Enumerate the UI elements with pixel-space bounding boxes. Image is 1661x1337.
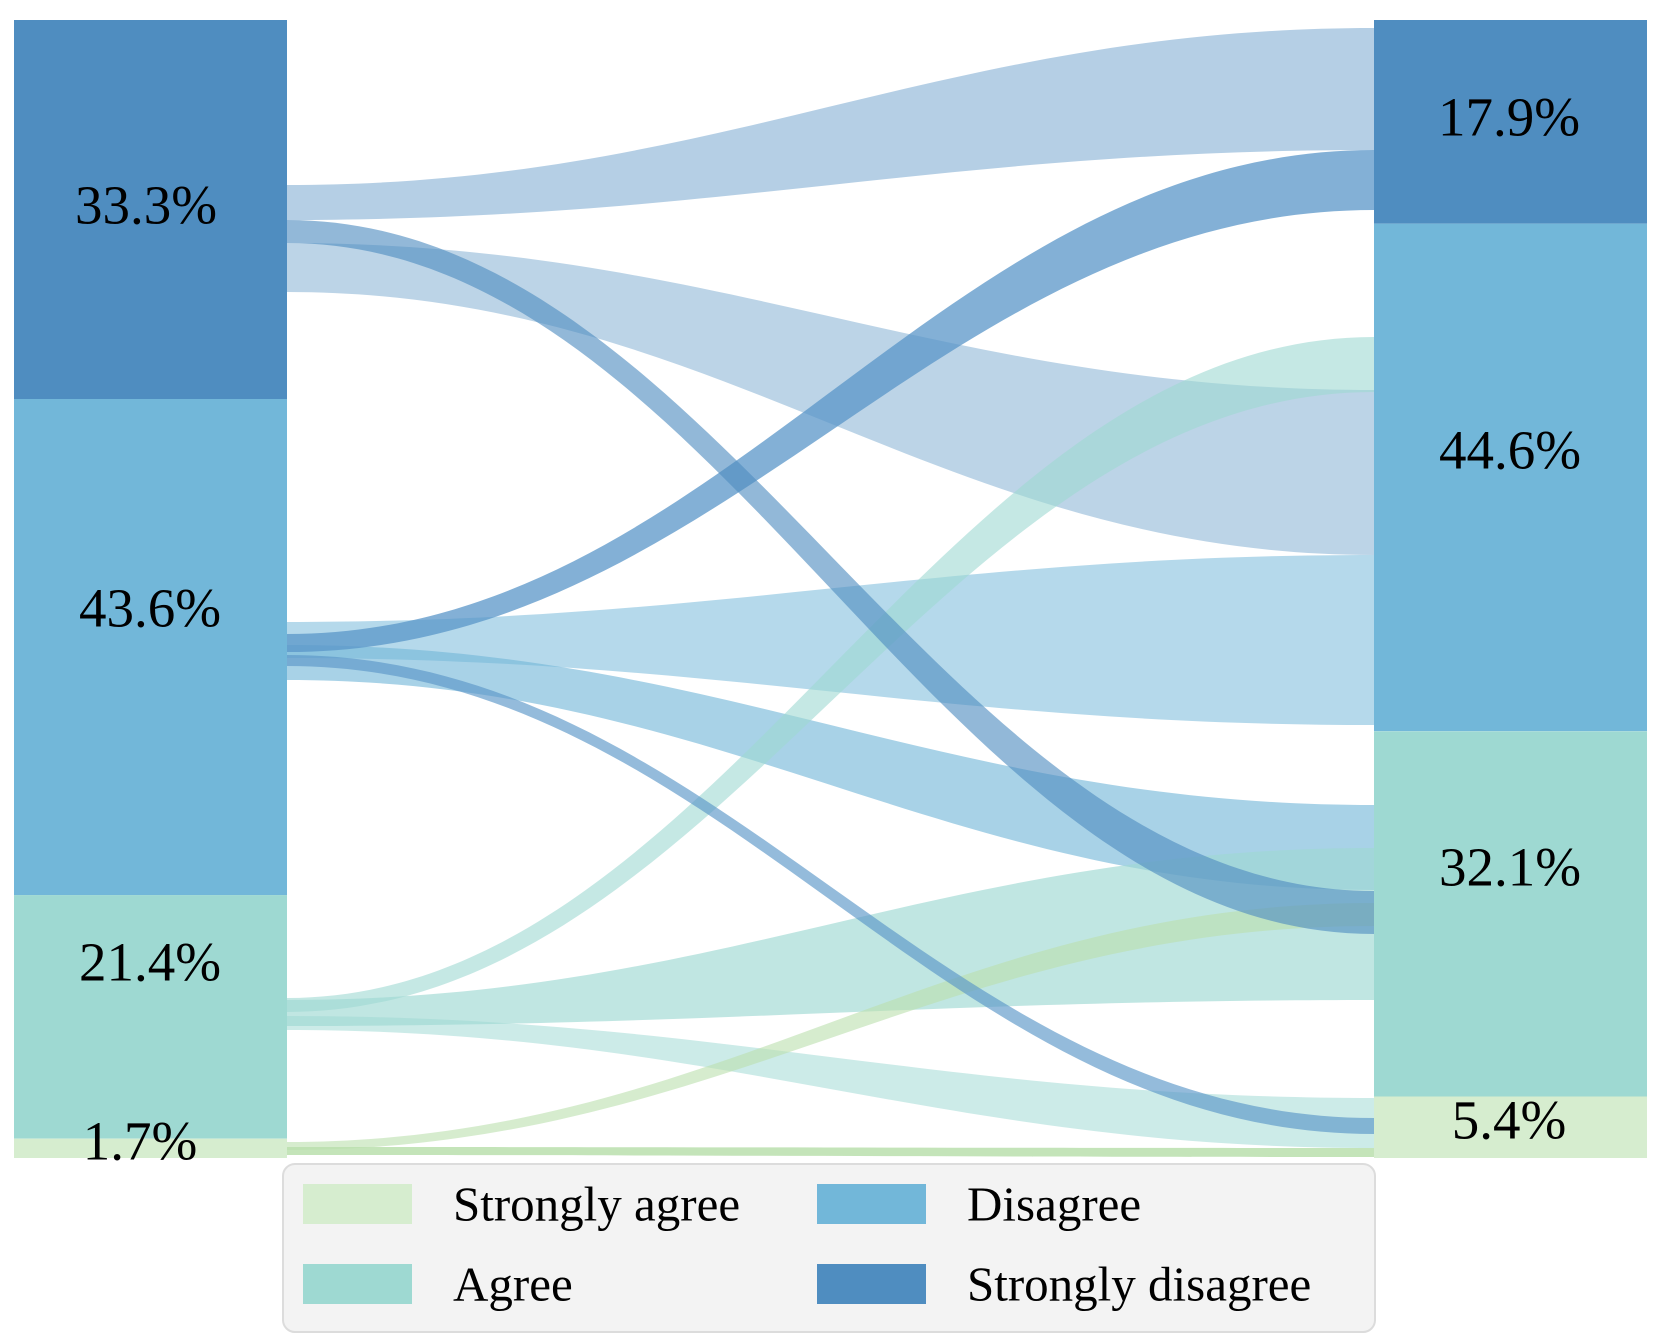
left-bar-segment-disagree xyxy=(14,399,287,896)
right-node-label-strongly_disagree: 17.9% xyxy=(1438,87,1580,148)
legend-swatch-strongly_agree xyxy=(303,1184,412,1224)
legend-swatch-disagree xyxy=(817,1184,926,1224)
legend-swatch-strongly_disagree xyxy=(817,1264,926,1304)
left-bar-segment-strongly_agree xyxy=(14,1138,287,1158)
flow-agree-to-disagree xyxy=(287,337,1374,1012)
flow-agree-to-agree xyxy=(287,848,1374,1026)
legend-label-strongly_agree: Strongly agree xyxy=(453,1177,740,1232)
flow-strongly_agree-to-strongly_agree xyxy=(287,1147,1374,1157)
flow-disagree-to-strongly_disagree xyxy=(287,150,1374,652)
right-node-label-strongly_agree: 5.4% xyxy=(1452,1090,1567,1151)
flow-disagree-to-disagree xyxy=(287,555,1374,725)
right-bar-segment-agree xyxy=(1374,731,1647,1097)
left-bar-segment-strongly_disagree xyxy=(14,20,287,399)
flow-strongly_disagree-to-agree xyxy=(287,220,1374,934)
right-node-label-disagree: 44.6% xyxy=(1439,420,1581,481)
left-node-label-strongly_agree: 1.7% xyxy=(83,1111,198,1172)
right-node-label-agree: 32.1% xyxy=(1439,837,1581,898)
left-bar-segment-agree xyxy=(14,895,287,1139)
legend-label-agree: Agree xyxy=(453,1257,573,1312)
right-bar-segment-disagree xyxy=(1374,223,1647,732)
right-bar-segment-strongly_disagree xyxy=(1374,20,1647,224)
left-node-label-disagree: 43.6% xyxy=(79,578,221,639)
right-bar-segment-strongly_agree xyxy=(1374,1096,1647,1158)
legend-label-disagree: Disagree xyxy=(967,1177,1141,1232)
legend-box xyxy=(282,1163,1376,1333)
left-node-label-strongly_disagree: 33.3% xyxy=(75,175,217,236)
legend-label-strongly_disagree: Strongly disagree xyxy=(967,1257,1311,1312)
flow-disagree-to-strongly_agree xyxy=(287,655,1374,1134)
legend-swatch-agree xyxy=(303,1264,412,1304)
flow-strongly_agree-to-agree xyxy=(287,903,1374,1150)
left-node-label-agree: 21.4% xyxy=(79,932,221,993)
flow-agree-to-strongly_agree xyxy=(287,1016,1374,1148)
flow-strongly_disagree-to-strongly_disagree xyxy=(287,28,1374,220)
